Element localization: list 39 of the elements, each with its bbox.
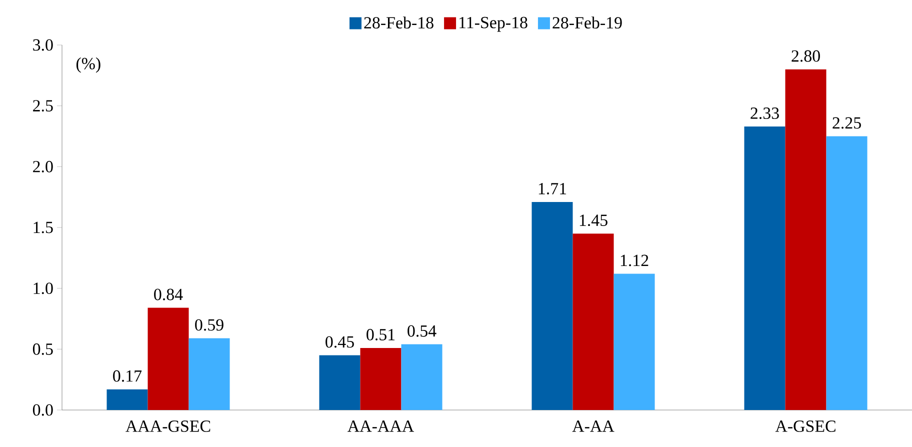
bar	[614, 274, 655, 410]
y-tick-label: 3.0	[33, 39, 53, 51]
x-tick-label: AAA-GSEC	[126, 420, 210, 432]
data-label: 1.45	[580, 214, 608, 226]
bar	[744, 126, 786, 410]
y-tick-label: 2.0	[33, 160, 53, 172]
bar	[148, 308, 189, 410]
x-tick-label: AA-AAA	[348, 420, 414, 432]
bar	[319, 355, 360, 410]
data-label: 0.84	[154, 288, 183, 300]
y-tick-label: 2.5	[33, 100, 53, 112]
bar	[106, 389, 148, 410]
x-tick-label: A-GSEC	[775, 420, 836, 432]
data-label: 2.33	[750, 108, 779, 119]
data-label: 0.54	[408, 325, 436, 337]
legend-label: 11-Sep-18	[460, 16, 528, 32]
x-tick-label: A-AA	[572, 420, 614, 432]
bar	[360, 348, 402, 410]
legend-label: 28-Feb-18	[364, 16, 434, 29]
data-label: 0.59	[195, 319, 224, 331]
data-label: 2.25	[832, 117, 861, 129]
data-label: 0.45	[326, 336, 354, 348]
data-label: 2.80	[792, 50, 820, 62]
y-tick-label: 0.0	[32, 404, 53, 416]
bar	[188, 338, 230, 410]
y-axis-title: (%)	[76, 57, 100, 73]
data-label: 1.12	[620, 254, 648, 266]
legend-label: 28-Feb-19	[552, 16, 622, 29]
bar	[572, 234, 614, 410]
y-tick-label: 0.5	[32, 343, 53, 355]
data-label: 1.71	[538, 183, 566, 194]
bar	[532, 202, 573, 410]
data-label: 0.17	[113, 370, 142, 382]
y-tick-label: 1.0	[34, 282, 53, 294]
data-label: 0.51	[366, 328, 395, 340]
bar	[401, 344, 442, 410]
y-tick-label: 1.5	[34, 222, 53, 234]
bar	[785, 69, 826, 410]
bar	[826, 136, 868, 410]
